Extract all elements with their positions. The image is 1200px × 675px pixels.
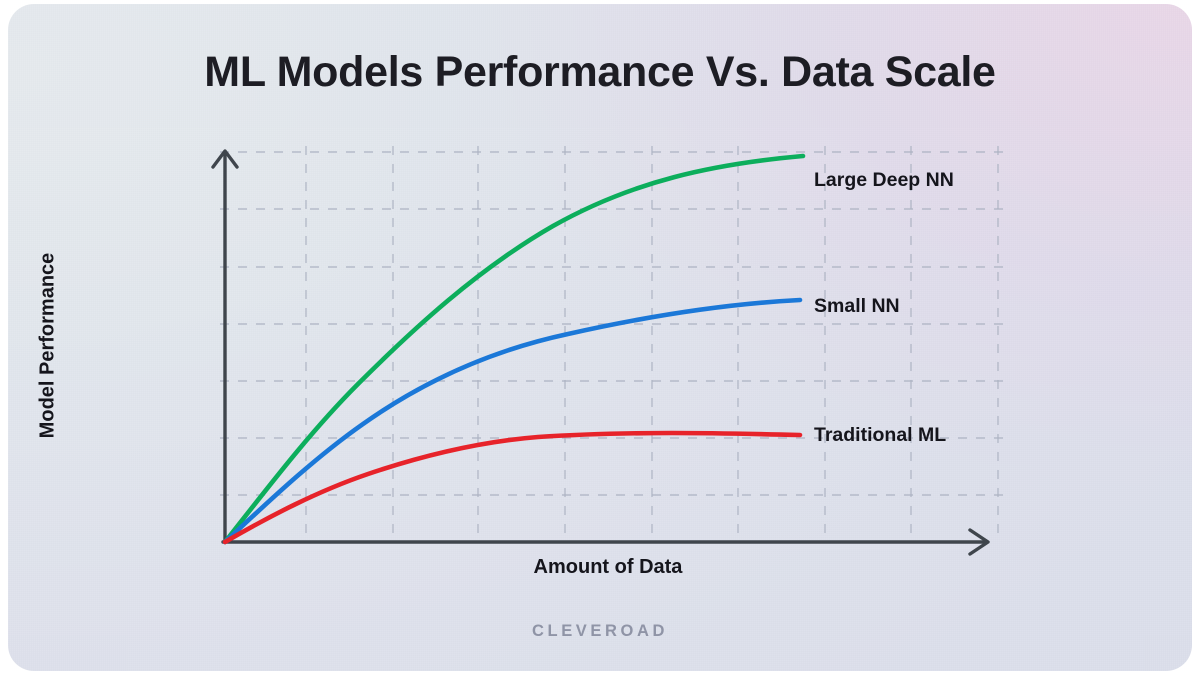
x-axis-arrowhead — [968, 528, 990, 556]
chart-canvas: Model Performance Amount of Data Large D… — [8, 4, 1192, 671]
page-title: ML Models Performance Vs. Data Scale — [204, 48, 996, 96]
y-axis-arrowhead — [211, 149, 239, 169]
series-label-small-nn: Small NN — [814, 295, 900, 317]
series-line-small-nn — [222, 297, 803, 545]
gridlines-vertical — [305, 146, 999, 534]
series-line-traditional-ml — [222, 430, 803, 545]
x-axis-title: Amount of Data — [533, 556, 683, 578]
axis-lines — [211, 149, 990, 556]
series-line-large-deep-nn — [222, 153, 806, 545]
series-label-traditional-ml: Traditional ML — [814, 424, 947, 446]
chart-card: ML Models Performance Vs. Data Scale — [8, 4, 1192, 671]
series-label-large-deep-nn: Large Deep NN — [814, 169, 954, 191]
line-chart-svg — [211, 146, 1004, 556]
y-axis-title: Model Performance — [36, 252, 59, 439]
brand-watermark: CLEVEROAD — [532, 622, 668, 640]
gridlines-horizontal — [220, 151, 1004, 496]
